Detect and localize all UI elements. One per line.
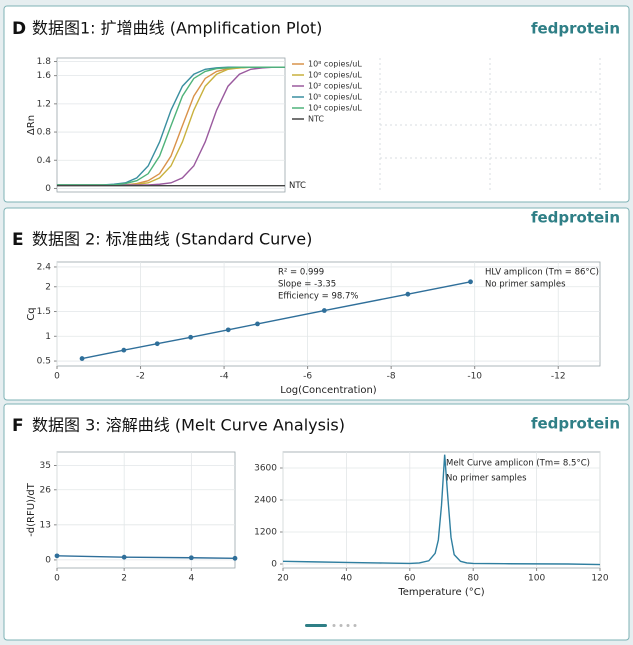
data-point bbox=[54, 553, 60, 559]
panel-title: 数据图 3: 溶解曲线 (Melt Curve Analysis) bbox=[32, 416, 345, 435]
y-tick-label: 13 bbox=[40, 520, 51, 530]
brand: fedprotein bbox=[531, 415, 620, 433]
data-point bbox=[255, 321, 260, 327]
x-tick-label: 60 bbox=[404, 574, 416, 584]
annotation: Slope = -3.35 bbox=[278, 280, 336, 290]
plot-area bbox=[56, 451, 236, 569]
legend-label: 10⁵ copies/uL bbox=[308, 93, 362, 102]
y-axis-label: ΔRn bbox=[26, 115, 37, 135]
y-tick-label: 1.5 bbox=[37, 307, 51, 317]
data-point bbox=[188, 334, 194, 340]
legend-label: 10⁶ copies/uL bbox=[308, 71, 362, 80]
x-tick-label: -6 bbox=[303, 372, 312, 382]
x-tick-label: 40 bbox=[341, 574, 353, 584]
x-tick-label: 0 bbox=[54, 574, 60, 584]
x-tick-label: 4 bbox=[188, 574, 194, 584]
x-tick-label: -2 bbox=[136, 372, 145, 382]
y-tick-label: 0 bbox=[271, 560, 277, 570]
annotation: NTC bbox=[289, 181, 306, 191]
y-tick-label: 26 bbox=[40, 485, 52, 495]
data-point bbox=[225, 327, 231, 333]
data-point bbox=[188, 555, 194, 561]
x-tick-label: -10 bbox=[467, 372, 482, 382]
data-line bbox=[57, 66, 285, 186]
plot-area bbox=[56, 261, 601, 367]
y-tick-label: 0.5 bbox=[37, 357, 51, 367]
panel-letter: D bbox=[12, 19, 26, 39]
x-tick-label: 80 bbox=[467, 574, 479, 584]
pagination[interactable] bbox=[305, 624, 357, 627]
empty-plot bbox=[379, 58, 601, 192]
x-tick-label: 120 bbox=[591, 574, 608, 584]
data-point bbox=[321, 308, 327, 313]
panel-letter: F bbox=[12, 416, 24, 436]
data-point bbox=[232, 555, 238, 561]
brand: fedprotein bbox=[531, 209, 620, 227]
annotation: Efficiency = 98.7% bbox=[278, 292, 358, 302]
y-tick-label: 2.4 bbox=[37, 262, 52, 272]
x-tick-label: -12 bbox=[551, 372, 566, 382]
y-axis-label: -d(RFU)/dT bbox=[26, 482, 37, 536]
brand: fedprotein bbox=[531, 20, 620, 38]
data-point bbox=[468, 279, 473, 285]
x-tick-label: -8 bbox=[387, 372, 396, 382]
data-line bbox=[283, 454, 600, 566]
x-tick-label: 20 bbox=[277, 574, 289, 584]
x-axis-label: Temperature (°C) bbox=[397, 587, 484, 598]
x-tick-label: -4 bbox=[220, 372, 229, 382]
y-tick-label: 1.8 bbox=[37, 57, 52, 67]
annotation: Melt Curve amplicon (Tm= 8.5°C) bbox=[446, 459, 590, 469]
panel-title: 数据图 2: 标准曲线 (Standard Curve) bbox=[32, 230, 312, 249]
data-line bbox=[57, 555, 235, 559]
y-tick-label: 0 bbox=[45, 184, 51, 194]
x-axis-label: Log(Concentration) bbox=[280, 385, 377, 396]
data-point bbox=[79, 356, 85, 361]
annotation: R² = 0.999 bbox=[278, 268, 324, 278]
y-tick-label: 1.2 bbox=[37, 99, 51, 109]
legend-label: 10² copies/uL bbox=[308, 82, 362, 91]
legend-label: 10⁴ copies/uL bbox=[308, 104, 362, 113]
data-point bbox=[405, 291, 411, 297]
y-tick-label: 35 bbox=[40, 461, 51, 471]
x-tick-label: 100 bbox=[528, 574, 545, 584]
panel-letter: E bbox=[12, 230, 24, 250]
data-point bbox=[121, 347, 127, 353]
x-tick-label: 0 bbox=[54, 372, 60, 382]
annotation: HLV amplicon (Tm = 86°C) bbox=[485, 268, 599, 278]
y-tick-label: 3600 bbox=[254, 464, 277, 474]
y-tick-label: 0.8 bbox=[37, 128, 52, 138]
annotation: No primer samples bbox=[485, 280, 566, 290]
panel-title: 数据图1: 扩增曲线 (Amplification Plot) bbox=[32, 19, 322, 38]
x-tick-label: 2 bbox=[121, 574, 127, 584]
y-tick-label: 0 bbox=[45, 555, 51, 565]
data-point bbox=[154, 341, 160, 347]
y-axis-label: Cq bbox=[26, 307, 37, 320]
annotation: No primer samples bbox=[446, 474, 527, 484]
y-tick-label: 1 bbox=[45, 332, 51, 342]
y-tick-label: 1200 bbox=[254, 528, 277, 538]
y-tick-label: 1.6 bbox=[37, 71, 52, 81]
y-tick-label: 0.4 bbox=[37, 156, 52, 166]
legend-label: NTC bbox=[308, 115, 324, 124]
legend-label: 10⁸ copies/uL bbox=[308, 60, 362, 69]
y-tick-label: 2400 bbox=[254, 496, 277, 506]
data-point bbox=[121, 554, 127, 560]
y-tick-label: 2 bbox=[45, 282, 51, 292]
